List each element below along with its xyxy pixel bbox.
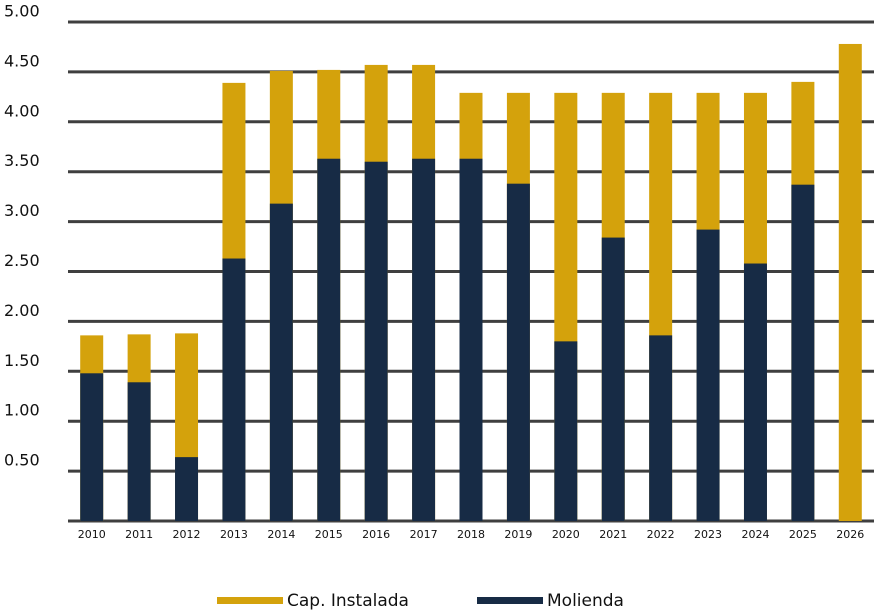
x-tick-label: 2013 (220, 528, 248, 541)
bar (554, 341, 578, 521)
x-tick-label: 2024 (741, 528, 769, 541)
bar (696, 229, 720, 522)
bar (649, 335, 673, 521)
x-tick-label: 2011 (125, 528, 153, 541)
legend-swatch (217, 597, 283, 604)
x-tick-label: 2019 (504, 528, 532, 541)
x-tick-label: 2026 (836, 528, 864, 541)
bar (317, 158, 341, 521)
y-tick-label: 2.50 (4, 251, 40, 270)
bar (269, 203, 293, 522)
x-tick-label: 2022 (647, 528, 675, 541)
y-tick-label: 2.00 (4, 301, 40, 320)
x-tick-label: 2010 (78, 528, 106, 541)
y-tick-label: 3.00 (4, 201, 40, 220)
x-tick-label: 2025 (789, 528, 817, 541)
legend-label: Cap. Instalada (287, 591, 409, 611)
legend-swatch (477, 597, 543, 604)
bar (127, 382, 151, 521)
x-tick-label: 2021 (599, 528, 627, 541)
x-tick-label: 2023 (694, 528, 722, 541)
x-tick-label: 2012 (173, 528, 201, 541)
x-tick-label: 2018 (457, 528, 485, 541)
x-tick-label: 2015 (315, 528, 343, 541)
bar (506, 183, 530, 521)
bar (601, 237, 625, 521)
bar (838, 43, 862, 522)
x-tick-label: 2017 (410, 528, 438, 541)
bar (459, 158, 483, 521)
bar (80, 373, 104, 521)
legend-label: Molienda (547, 591, 624, 611)
y-tick-label: 1.00 (4, 401, 40, 420)
bar (175, 457, 199, 521)
bar (791, 184, 815, 521)
bar (412, 158, 436, 521)
y-tick-label: 3.50 (4, 151, 40, 170)
bar (743, 263, 767, 521)
bar (364, 161, 388, 521)
y-tick-label: 4.50 (4, 51, 40, 70)
y-tick-label: 5.00 (4, 2, 40, 21)
x-tick-label: 2016 (362, 528, 390, 541)
y-tick-label: 0.50 (4, 451, 40, 470)
y-tick-label: 4.00 (4, 101, 40, 120)
y-tick-label: 1.50 (4, 351, 40, 370)
x-tick-label: 2014 (267, 528, 295, 541)
x-tick-label: 2020 (552, 528, 580, 541)
bar (222, 258, 246, 521)
